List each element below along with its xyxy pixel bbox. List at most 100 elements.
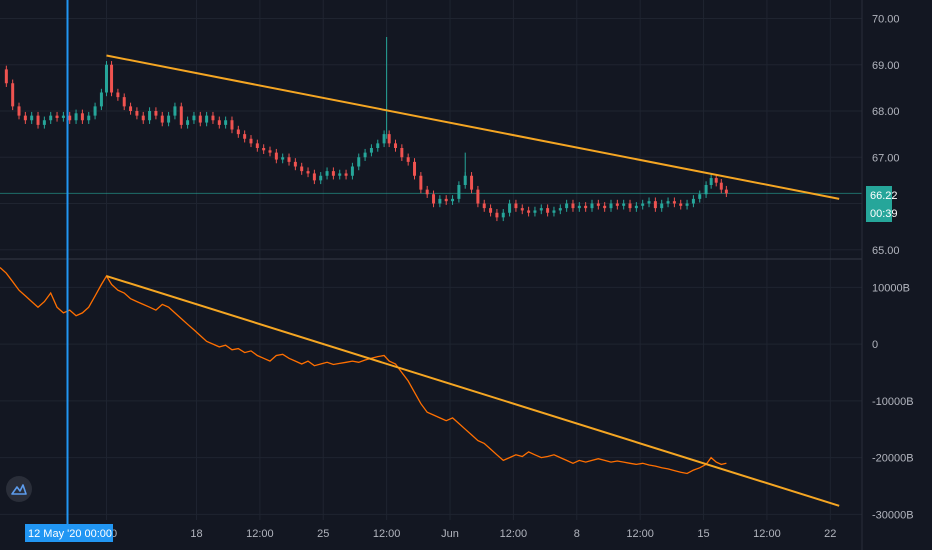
candle-body — [672, 201, 676, 204]
candle-body — [719, 182, 723, 190]
crosshair-time-text: 12 May '20 00:00 — [28, 528, 112, 540]
candle-body — [660, 203, 664, 209]
candle-body — [419, 175, 423, 190]
candle-body — [262, 148, 266, 151]
indicator-axis[interactable]: 10000B 0 -10000B -20000B -30000B — [872, 282, 914, 521]
candle-body — [363, 152, 367, 158]
candle-body — [23, 115, 27, 121]
candle-body — [293, 161, 297, 167]
candle-body — [306, 171, 310, 174]
y-tick-label: -30000B — [872, 509, 914, 521]
candle-body — [192, 115, 196, 121]
time-axis[interactable]: 2:001812:002512:00Jun12:00812:001512:002… — [96, 528, 837, 540]
candle-body — [87, 115, 91, 121]
candle-body — [338, 173, 342, 176]
candle-body — [406, 157, 410, 162]
candle-body — [527, 210, 531, 213]
candle-body — [36, 115, 40, 125]
candle-body — [641, 203, 645, 206]
price-trendline — [106, 54, 840, 200]
x-tick-label: 18 — [190, 528, 202, 540]
candle-body — [653, 201, 657, 209]
candle-body — [622, 203, 626, 206]
candle-body — [148, 111, 152, 121]
candle-body — [55, 115, 59, 118]
candle-body — [691, 198, 695, 204]
candle-body — [160, 115, 164, 123]
y-tick-label: 65.00 — [872, 245, 900, 257]
y-tick-label: -20000B — [872, 453, 914, 465]
candle-body — [400, 148, 404, 158]
price-panel[interactable] — [0, 37, 862, 222]
price-axis[interactable]: 70.00 69.00 68.00 67.00 65.00 — [872, 14, 900, 257]
candle-body — [268, 150, 272, 153]
crosshair-time-label: 12 May '20 00:00 — [25, 524, 113, 542]
candle-body — [300, 166, 304, 172]
x-tick-label: 22 — [824, 528, 836, 540]
candle-body — [590, 203, 594, 209]
y-tick-label: 67.00 — [872, 152, 900, 164]
candle-body — [501, 212, 505, 218]
candle-body — [685, 203, 689, 206]
candle-body — [198, 115, 202, 123]
candle-body — [255, 143, 259, 148]
candle-body — [325, 171, 329, 176]
candle-body — [615, 203, 619, 206]
y-tick-label: 69.00 — [872, 60, 900, 72]
candle-body — [565, 203, 569, 209]
candle-body — [30, 115, 34, 121]
x-tick-label: 15 — [697, 528, 709, 540]
candle-body — [141, 115, 145, 121]
candle-body — [17, 106, 21, 116]
candle-body — [698, 194, 702, 199]
candle-body — [312, 173, 316, 181]
candle-body — [287, 157, 291, 162]
candle-body — [61, 115, 65, 118]
candle-body — [666, 201, 670, 204]
candle-body — [93, 106, 97, 116]
candle-body — [609, 203, 613, 209]
candle-body — [387, 134, 391, 144]
candle-body — [413, 161, 417, 176]
candle-body — [274, 152, 278, 160]
candle-body — [230, 120, 234, 130]
candle-body — [495, 212, 499, 218]
candle-body — [558, 208, 562, 211]
indicator-series-line — [0, 267, 727, 475]
y-tick-label: 70.00 — [872, 14, 900, 26]
candle-body — [129, 106, 133, 111]
y-tick-label: 68.00 — [872, 106, 900, 118]
candle-body — [552, 210, 556, 213]
candle-body — [520, 208, 524, 211]
candle-body — [714, 178, 718, 183]
candle-body — [508, 203, 512, 213]
y-tick-label: -10000B — [872, 396, 914, 408]
candle-body — [476, 189, 480, 204]
logo-mountain-icon — [11, 484, 27, 495]
candle-body — [704, 185, 708, 195]
tradingview-logo-icon[interactable] — [6, 476, 32, 502]
indicator-trendline — [106, 275, 840, 507]
candle-body — [394, 143, 398, 148]
candle-body — [211, 115, 215, 121]
candle-body — [634, 205, 638, 209]
candle-body — [584, 205, 588, 209]
candle-body — [154, 111, 158, 116]
candle-body — [425, 189, 429, 195]
candle-body — [179, 106, 183, 125]
grid-lines — [0, 0, 862, 520]
candle-body — [438, 198, 442, 204]
candle-body — [236, 129, 240, 135]
indicator-panel[interactable] — [0, 267, 840, 507]
candle-body — [376, 143, 380, 148]
candle-body — [344, 173, 348, 176]
candle-body — [224, 120, 228, 125]
candle-body — [571, 203, 575, 209]
x-tick-label: 12:00 — [246, 528, 274, 540]
candle-body — [205, 115, 209, 123]
candle-body — [709, 178, 713, 185]
candle-body — [68, 115, 72, 121]
candle-body — [457, 185, 461, 199]
last-price-text: 66.22 — [870, 190, 898, 202]
